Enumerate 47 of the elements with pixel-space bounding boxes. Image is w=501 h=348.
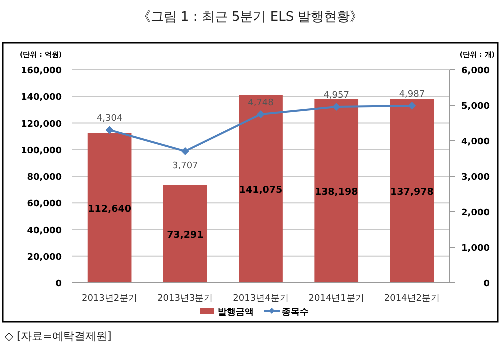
y-tick-label: 60,000 xyxy=(27,200,62,210)
x-tick-label: 2013년3분기 xyxy=(158,294,214,304)
y-tick-label: 120,000 xyxy=(21,120,62,130)
x-tick-label: 2013년2분기 xyxy=(82,294,138,304)
x-tick-label: 2013년4분기 xyxy=(233,294,289,304)
bar xyxy=(163,185,208,283)
y-tick-label: 20,000 xyxy=(27,252,62,263)
y2-tick-label: 3,000 xyxy=(462,173,490,183)
data-label: 112,640 xyxy=(88,204,132,216)
y2-tick-label: 1,000 xyxy=(462,244,490,254)
legend-label: 발행금액 xyxy=(218,308,254,318)
legend-label: 종목수 xyxy=(282,308,309,318)
chart-title: 《그림 1 : 최근 5분기 ELS 발행현황》 xyxy=(138,10,364,25)
x-tick-label: 2014년1분기 xyxy=(308,294,364,304)
data-label: 4,748 xyxy=(248,98,274,108)
bar xyxy=(239,95,283,283)
y-tick-label: 0 xyxy=(56,280,62,290)
legend: 종목수 xyxy=(264,308,309,318)
y-tick-label: 160,000 xyxy=(21,66,62,76)
bar xyxy=(390,99,434,283)
y2-tick-label: 0 xyxy=(484,280,490,290)
y2-tick-label: 5,000 xyxy=(462,102,490,112)
y-tick-label: 100,000 xyxy=(21,146,62,156)
data-label: 4,957 xyxy=(324,91,350,102)
data-label: 141,075 xyxy=(239,185,283,196)
x-tick-label: 2014년2분기 xyxy=(384,294,440,304)
point xyxy=(332,103,341,112)
y2-tick-label: 4,000 xyxy=(462,138,490,148)
y-tick-label: 80,000 xyxy=(27,173,62,183)
bar xyxy=(88,133,132,283)
point xyxy=(181,147,190,156)
y-tick-label: 40,000 xyxy=(27,226,62,236)
bar xyxy=(314,99,359,283)
data-label: 138,198 xyxy=(314,187,359,198)
data-label: 137,978 xyxy=(390,187,434,198)
y2-tick-label: 6,000 xyxy=(462,66,490,76)
data-label: 73,291 xyxy=(167,230,204,242)
point xyxy=(408,102,416,110)
legend: 발행금액 xyxy=(200,308,254,318)
point xyxy=(257,110,265,118)
data-label: 3,707 xyxy=(172,161,198,172)
text: ◇ [자료=예탁결제원] xyxy=(5,330,112,343)
y-tick-label: 140,000 xyxy=(21,93,62,104)
y2-tick-label: 2,000 xyxy=(462,208,490,218)
data-label: 4,304 xyxy=(96,114,123,124)
data-label: 4,987 xyxy=(399,90,426,100)
point xyxy=(106,126,114,134)
